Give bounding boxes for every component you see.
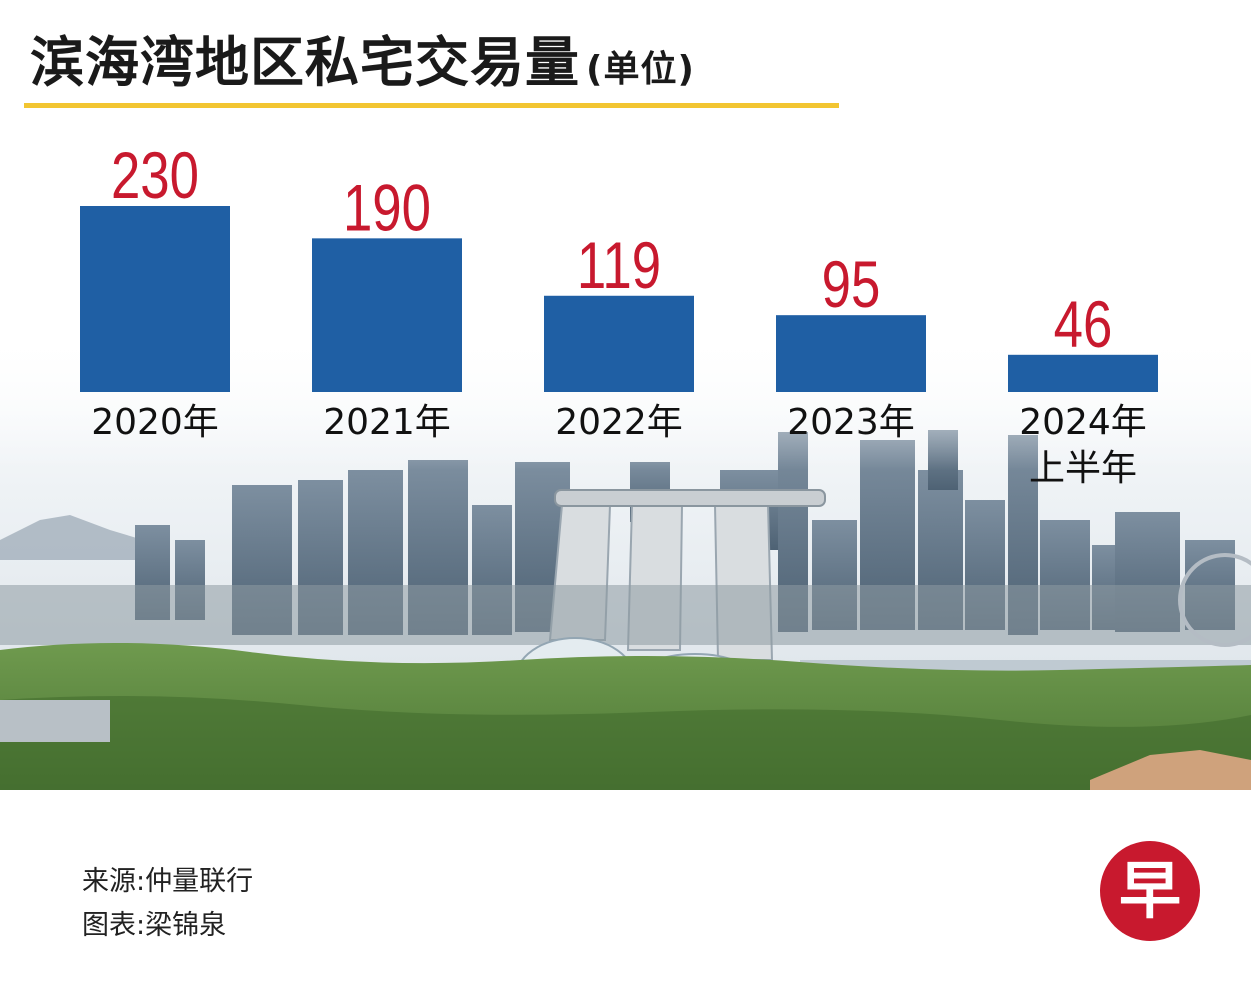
category-label-4-line-1: 上半年 [1029, 448, 1137, 489]
zaobao-logo-icon: 早 [1100, 841, 1200, 941]
category-label-2: 2022年 [555, 402, 683, 443]
category-label-1: 2021年 [323, 402, 451, 443]
chart-title: 滨海湾地区私宅交易量 (单位) [30, 24, 695, 109]
value-label-2: 119 [577, 228, 661, 302]
bar-0 [80, 206, 230, 392]
logo-circle [1100, 841, 1200, 941]
value-label-4: 46 [1054, 287, 1113, 361]
value-label-1: 190 [343, 171, 431, 245]
bars-layer [80, 206, 1158, 392]
bar-4 [1008, 354, 1158, 392]
category-label-3: 2023年 [787, 402, 915, 443]
value-label-0: 230 [111, 138, 199, 212]
value-labels-layer: 230 190 119 95 46 [111, 138, 1112, 361]
title-unit: (单位) [586, 49, 695, 90]
category-label-0: 2020年 [91, 402, 219, 443]
title-text: 滨海湾地区私宅交易量 [30, 31, 580, 94]
bar-1 [312, 238, 462, 392]
credit-text: 图表:梁锦泉 [82, 910, 227, 941]
footer: 来源:仲量联行 图表:梁锦泉 [82, 860, 253, 948]
category-label-4-line-0: 2024年 [1019, 402, 1147, 443]
source-text: 来源:仲量联行 [82, 866, 254, 897]
bar-3 [776, 315, 926, 392]
title-underline [24, 103, 839, 108]
bar-2 [544, 295, 694, 392]
cityscape-illustration [0, 330, 1251, 790]
value-label-3: 95 [822, 248, 881, 322]
logo-glyph: 早 [1119, 854, 1181, 927]
